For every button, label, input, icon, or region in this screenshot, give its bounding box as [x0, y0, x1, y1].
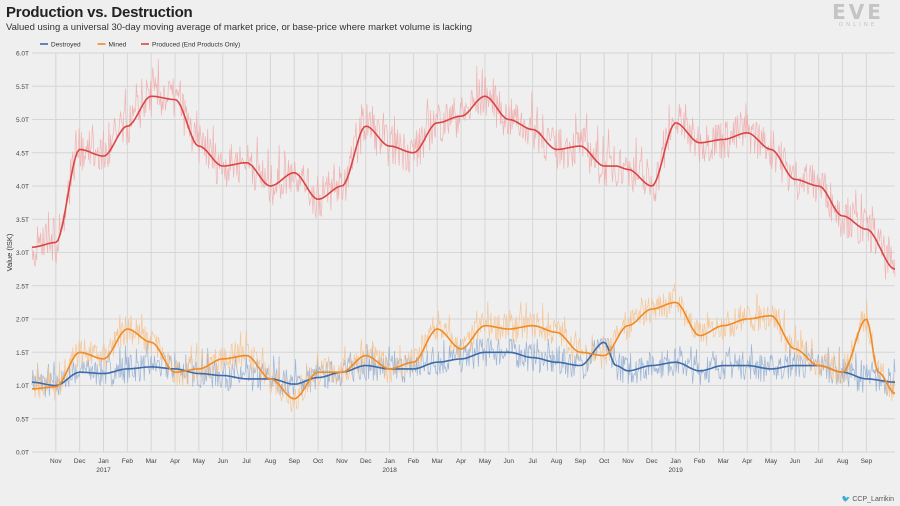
- series-average-line-0: [31, 341, 896, 387]
- x-tick-label: May: [765, 458, 778, 465]
- x-tick-label: Mar: [146, 458, 158, 465]
- y-tick-label: 4.0T: [16, 184, 29, 191]
- y-tick-label: 0.0T: [16, 450, 29, 457]
- x-tick-label: Sep: [861, 458, 873, 465]
- series-average-line-2: [31, 95, 896, 270]
- x-tick-label: Feb: [694, 458, 706, 465]
- x-tick-label: Jan: [384, 458, 395, 465]
- legend-label: Produced (End Products Only): [152, 42, 240, 49]
- x-year-label: 2019: [668, 467, 683, 474]
- x-tick-label: Jul: [242, 458, 251, 465]
- legend-label: Mined: [109, 42, 127, 49]
- x-tick-label: Oct: [313, 458, 323, 465]
- x-tick-label: Feb: [122, 458, 134, 465]
- twitter-icon: 🐦: [841, 496, 851, 503]
- y-tick-label: 4.5T: [16, 150, 29, 157]
- x-tick-label: Jun: [504, 458, 515, 465]
- x-tick-label: Jul: [815, 458, 824, 465]
- chart-title: Production vs. Destruction: [6, 4, 193, 21]
- x-tick-label: Mar: [432, 458, 444, 465]
- y-tick-label: 3.5T: [16, 217, 29, 224]
- x-tick-label: Dec: [646, 458, 658, 465]
- y-tick-label: 2.5T: [16, 283, 29, 290]
- x-tick-label: Apr: [742, 458, 753, 465]
- x-tick-label: Apr: [170, 458, 181, 465]
- y-tick-label: 1.0T: [16, 383, 29, 390]
- x-tick-label: Jan: [670, 458, 681, 465]
- x-tick-label: Jun: [217, 458, 228, 465]
- x-tick-label: Nov: [50, 458, 62, 465]
- y-tick-label: 3.0T: [16, 250, 29, 257]
- y-tick-label: 5.5T: [16, 84, 29, 91]
- x-tick-label: Aug: [551, 458, 563, 465]
- x-tick-label: Jan: [98, 458, 109, 465]
- x-tick-label: May: [479, 458, 492, 465]
- credit[interactable]: 🐦 CCP_Larrikin: [842, 495, 894, 503]
- y-tick-label: 1.5T: [16, 350, 29, 357]
- series-average-line-1: [32, 301, 896, 400]
- y-tick-label: 6.0T: [16, 51, 29, 58]
- x-tick-label: Aug: [837, 458, 849, 465]
- x-tick-label: Sep: [575, 458, 587, 465]
- y-tick-label: 5.0T: [16, 117, 29, 124]
- x-tick-label: Aug: [265, 458, 277, 465]
- x-tick-label: Jun: [790, 458, 801, 465]
- series-raw-line-2: [31, 59, 896, 280]
- y-tick-label: 2.0T: [16, 317, 29, 324]
- x-tick-label: Nov: [336, 458, 348, 465]
- x-year-label: 2018: [382, 467, 397, 474]
- x-tick-label: Mar: [718, 458, 730, 465]
- x-tick-label: Oct: [599, 458, 609, 465]
- y-tick-label: 0.5T: [16, 416, 29, 423]
- legend-label: Destroyed: [51, 42, 81, 49]
- x-tick-label: Jul: [528, 458, 537, 465]
- logo-sub-text: ONLINE: [838, 22, 878, 28]
- x-tick-label: Dec: [360, 458, 372, 465]
- chart-subtitle: Valued using a universal 30-day moving a…: [6, 22, 473, 33]
- x-tick-label: Feb: [408, 458, 420, 465]
- x-tick-label: Apr: [456, 458, 467, 465]
- x-tick-label: Dec: [74, 458, 86, 465]
- credit-handle: CCP_Larrikin: [852, 496, 894, 503]
- x-tick-label: Sep: [288, 458, 300, 465]
- y-axis-label: Value (ISK): [5, 233, 14, 271]
- x-year-label: 2017: [96, 467, 111, 474]
- x-tick-label: May: [193, 458, 206, 465]
- logo-main-text: EVE: [832, 0, 884, 24]
- x-tick-label: Nov: [622, 458, 634, 465]
- eve-online-logo: EVE ONLINE: [824, 2, 892, 28]
